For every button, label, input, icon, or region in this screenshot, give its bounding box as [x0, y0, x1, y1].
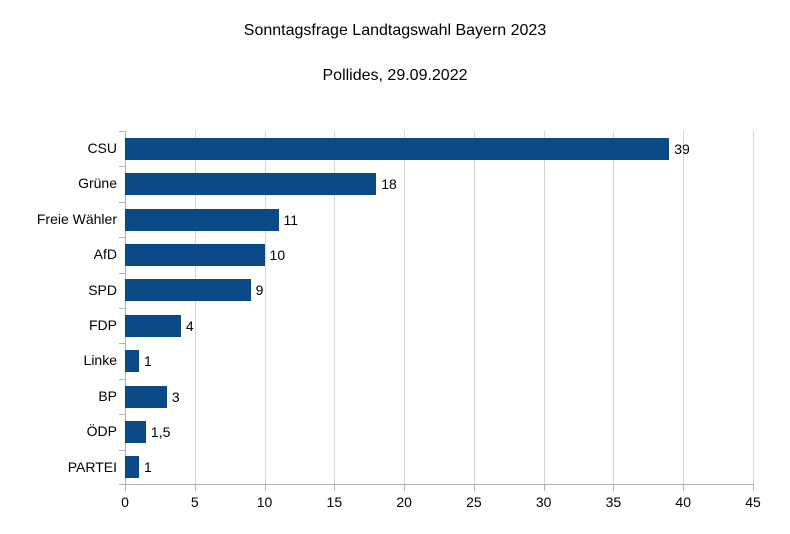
y-axis-tick: [119, 166, 125, 167]
gridline: [264, 131, 266, 485]
gridline: [543, 131, 545, 485]
bar-value-label: 1: [143, 459, 152, 476]
category-label: Freie Wähler: [36, 210, 117, 227]
x-axis-tick: [613, 485, 615, 491]
gridline: [473, 131, 475, 485]
x-axis-tick-label: 5: [190, 494, 199, 510]
y-axis-tick: [119, 450, 125, 451]
bar-value-label: 39: [674, 140, 690, 157]
x-axis-tick: [264, 485, 266, 491]
x-axis-tick: [543, 485, 545, 491]
y-axis-tick: [119, 308, 125, 309]
y-axis-category-labels: CSU Grüne Freie Wähler AfD SPD FDP Linke BP ÖDP P…: [0, 131, 117, 485]
category-label: BP: [98, 387, 117, 404]
y-axis-line: [125, 131, 126, 485]
bar-value-label: 4: [185, 317, 194, 334]
bar: [125, 279, 251, 302]
bar: [125, 350, 139, 373]
chart-subtitle: Pollides, 29.09.2022: [322, 67, 468, 84]
bar: [125, 137, 670, 160]
y-axis-tick: [119, 273, 125, 274]
bar-value-label: 10: [269, 246, 286, 263]
x-axis-tick: [125, 485, 126, 491]
bar: [125, 385, 167, 408]
bar: [125, 243, 265, 266]
bar: [125, 208, 279, 231]
y-axis-tick: [119, 414, 125, 415]
plot-area: 0 5 10 15 20 25 30 35 40 45 39 18 11 10 9 4 1 3 1,5 1: [119, 131, 761, 510]
bar-value-label: 11: [283, 211, 299, 228]
x-axis-tick: [683, 485, 685, 491]
category-label: Grüne: [78, 175, 117, 192]
y-axis-tick: [119, 343, 125, 344]
category-label: PARTEI: [67, 458, 117, 475]
y-axis-tick: [119, 202, 125, 203]
bar-value-label: 1,5: [150, 423, 171, 440]
gridline: [334, 131, 336, 485]
category-label: CSU: [87, 140, 117, 156]
category-label: SPD: [88, 281, 117, 298]
x-axis-tick: [404, 485, 406, 491]
y-axis-tick: [119, 379, 125, 380]
x-axis-tick-label: 35: [605, 494, 622, 510]
gridline: [753, 131, 754, 485]
x-axis-tick: [334, 485, 336, 491]
x-axis-tick: [473, 485, 475, 491]
x-axis-tick-label: 15: [326, 494, 343, 510]
x-axis-tick-label: 40: [675, 494, 691, 510]
gridline: [194, 131, 196, 485]
category-label: Linke: [83, 352, 117, 369]
x-axis-line: [119, 484, 754, 485]
bar: [125, 456, 139, 479]
chart-title: Sonntagsfrage Landtagswahl Bayern 2023: [243, 22, 547, 39]
x-axis-tick-label: 0: [121, 494, 129, 510]
bar-value-label: 3: [171, 388, 180, 405]
x-axis-tick-label: 45: [745, 494, 761, 510]
gridline: [404, 131, 406, 485]
y-axis-tick: [119, 237, 125, 238]
x-axis-tick: [753, 485, 754, 491]
bar-value-label: 1: [143, 353, 152, 370]
x-axis-tick: [194, 485, 196, 491]
bar-value-label: 9: [255, 282, 264, 299]
category-label: FDP: [89, 317, 117, 333]
gridline: [613, 131, 615, 485]
gridline: [683, 131, 685, 485]
x-axis-tick-label: 20: [396, 494, 412, 510]
category-label: AfD: [93, 246, 117, 263]
x-axis-tick-label: 25: [466, 494, 482, 510]
bar: [125, 314, 181, 337]
y-axis-tick: [119, 131, 125, 132]
bar: [125, 173, 377, 196]
x-axis-tick-label: 30: [535, 494, 552, 510]
x-axis-tick-label: 10: [256, 494, 273, 510]
bar: [125, 420, 146, 443]
bar-value-label: 18: [381, 176, 397, 193]
category-label: ÖDP: [86, 423, 117, 440]
